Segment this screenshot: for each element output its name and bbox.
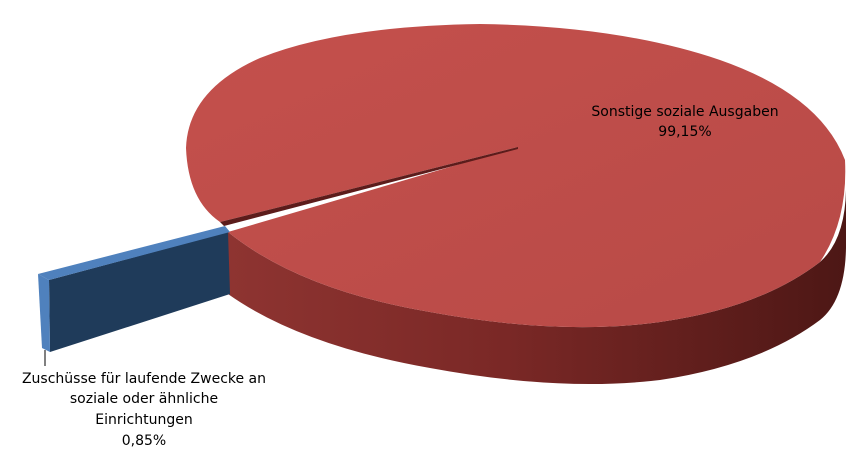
slice-zuschuesse [38, 226, 230, 352]
label-zuschuesse-line3: Einrichtungen [95, 412, 192, 428]
label-zuschuesse-percent: 0,85% [122, 433, 166, 449]
slice-blue-front [49, 232, 230, 352]
slice-sonstige-soziale-ausgaben [186, 24, 846, 384]
slice-blue-top [38, 226, 230, 280]
slice-red-top [186, 24, 846, 328]
slice-blue-end [38, 274, 50, 352]
label-sonstige-name: Sonstige soziale Ausgaben [591, 104, 778, 120]
label-zuschuesse-line2: soziale oder ähnliche [70, 391, 218, 407]
label-zuschuesse-line1: Zuschüsse für laufende Zwecke an [22, 371, 266, 387]
slice-red-seam [220, 147, 518, 226]
label-sonstige-percent: 99,15% [658, 124, 711, 140]
slice-red-side [228, 190, 846, 384]
